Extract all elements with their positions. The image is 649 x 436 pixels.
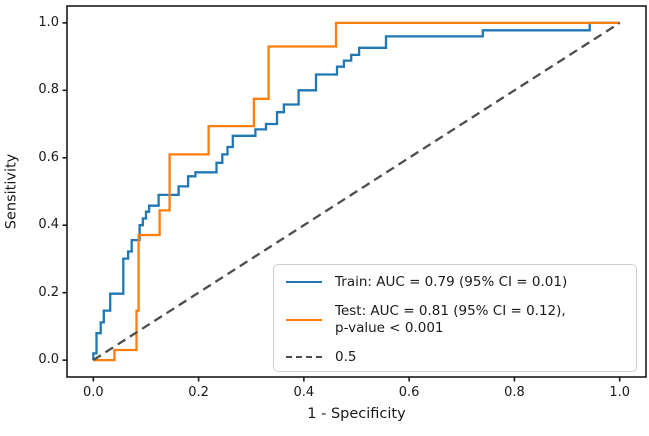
legend-label-test: Test: AUC = 0.81 (95% CI = 0.12), p-valu… (335, 303, 566, 336)
chance-curve (92, 21, 621, 362)
y-tick-label: 0.4 (38, 217, 59, 233)
chance-line-sample (286, 355, 322, 358)
y-tick-label: 0.6 (38, 149, 59, 165)
train-line-sample (286, 281, 322, 284)
x-tick-label: 0.2 (188, 385, 209, 400)
legend: Train: AUC = 0.79 (95% CI = 0.01) Test: … (273, 264, 637, 372)
legend-label-chance: 0.5 (335, 348, 357, 365)
x-tick-label: 1.0 (609, 385, 631, 400)
y-tick-label: 0.0 (38, 352, 59, 368)
y-tick-label: 0.8 (38, 82, 59, 98)
x-tick-label: 0.8 (504, 385, 525, 400)
legend-label-train: Train: AUC = 0.79 (95% CI = 0.01) (335, 274, 568, 290)
x-axis-label: 1 - Specificity (307, 406, 406, 422)
legend-item-train: Train: AUC = 0.79 (95% CI = 0.01) (286, 274, 626, 291)
x-tick-label: 0.6 (398, 385, 420, 400)
x-tick-label: 0.0 (82, 385, 104, 400)
train-curve (92, 21, 620, 361)
axes-spines (66, 5, 647, 378)
y-tick-label: 0.2 (38, 284, 59, 300)
y-axis-label: Sensitivity (3, 153, 20, 230)
test-line-sample (286, 318, 322, 321)
x-tick-label: 0.4 (293, 385, 315, 400)
test-curve (93, 21, 620, 362)
y-tick-label: 1.0 (38, 14, 59, 30)
legend-item-chance: 0.5 (286, 349, 626, 366)
legend-item-test: Test: AUC = 0.81 (95% CI = 0.12), p-valu… (286, 303, 626, 336)
